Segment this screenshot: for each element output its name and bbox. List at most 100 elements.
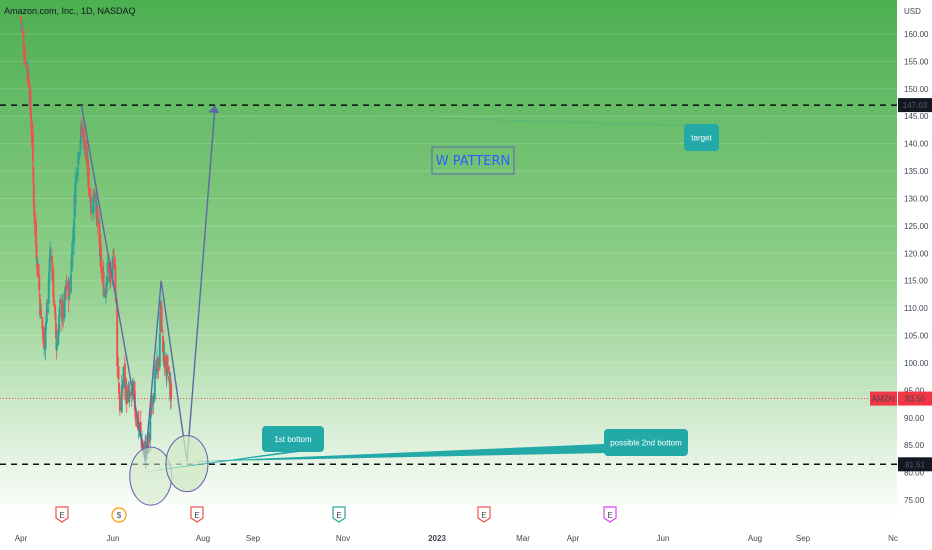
candle-body — [125, 386, 128, 405]
candle-body — [30, 113, 33, 122]
x-tick-label: Aug — [196, 534, 210, 543]
y-tick-label: 150.00 — [904, 85, 929, 94]
candle-body — [48, 257, 51, 273]
event-marker-letter: E — [59, 511, 64, 520]
candle-body — [78, 152, 81, 160]
y-tick-label: 75.00 — [904, 496, 925, 505]
first-bottom-callout-pointer — [142, 450, 315, 473]
candle-body — [65, 283, 68, 290]
event-marker-letter: E — [194, 511, 199, 520]
candle-body — [109, 272, 112, 279]
candle-body — [48, 271, 51, 283]
price-tag-text: 93.50 — [905, 395, 926, 404]
y-tick-label: 120.00 — [904, 249, 929, 258]
candle-body — [52, 293, 55, 302]
event-marker-letter: $ — [117, 511, 122, 520]
candle-body — [96, 211, 99, 225]
candle-body — [89, 196, 92, 214]
y-tick-label: 110.00 — [904, 304, 928, 313]
event-marker[interactable]: E — [477, 506, 491, 523]
candle-body — [41, 316, 44, 329]
candle-body — [149, 421, 152, 441]
plot-background — [0, 0, 897, 516]
candle-body — [142, 445, 145, 449]
candle-body — [104, 290, 107, 298]
candle-body — [139, 421, 142, 432]
event-marker[interactable]: $ — [111, 507, 127, 523]
candle-body — [88, 188, 91, 198]
candle-body — [57, 329, 60, 346]
candle-body — [19, 17, 22, 19]
candle-body — [33, 201, 36, 218]
candle-body — [102, 272, 105, 296]
event-marker-letter: E — [481, 511, 486, 520]
x-tick-label: Aug — [748, 534, 762, 543]
level-tag-text: 147.03 — [903, 101, 928, 110]
candle-body — [36, 263, 39, 278]
candle-body — [50, 255, 53, 263]
y-tick-label: 130.00 — [904, 194, 929, 203]
candle-body — [73, 218, 76, 243]
candle-body — [32, 184, 35, 206]
event-marker[interactable]: E — [190, 506, 204, 523]
y-tick-label: 160.00 — [904, 30, 929, 39]
x-tick-label: Sep — [246, 534, 261, 543]
candle-body — [130, 393, 133, 395]
level-tag-147.03 — [898, 98, 932, 113]
candle-body — [122, 379, 125, 388]
candle-body — [123, 363, 126, 389]
time-axis-background — [0, 516, 897, 550]
event-marker[interactable]: E — [332, 506, 346, 523]
first-bottom-callout-box — [262, 426, 324, 452]
target-arrowhead — [208, 105, 220, 114]
second-bottom-callout[interactable]: possible 2nd bottom — [191, 429, 688, 462]
currency-label: USD — [904, 7, 921, 16]
candle-body — [92, 193, 95, 213]
candle-body — [64, 286, 67, 295]
candle-body — [113, 257, 116, 269]
candle-body — [133, 381, 136, 392]
candle-body — [38, 293, 41, 299]
candle-body — [54, 304, 57, 315]
candle-body — [22, 29, 25, 39]
candle-body — [68, 286, 71, 293]
target-callout-pointer — [217, 111, 698, 126]
candle-body — [49, 252, 52, 254]
event-marker[interactable]: E — [603, 506, 617, 523]
candle-body — [108, 265, 111, 272]
candle-body — [76, 167, 79, 176]
y-tick-label: 135.00 — [904, 167, 929, 176]
candle-body — [135, 422, 138, 424]
candle-body — [143, 441, 146, 445]
candle-body — [54, 313, 57, 321]
candle-body — [42, 326, 45, 348]
candle-body — [30, 119, 33, 136]
w-pattern-line — [80, 105, 216, 462]
candle-body — [118, 395, 121, 411]
y-tick-label: 85.00 — [904, 441, 925, 450]
event-marker[interactable]: E — [55, 506, 69, 523]
candle-body — [128, 395, 131, 398]
candle-body — [27, 72, 30, 88]
y-tick-label: 125.00 — [904, 222, 929, 231]
candle-body — [63, 291, 66, 318]
candle-body — [25, 63, 28, 66]
candle-body — [153, 372, 156, 400]
candle-body — [55, 342, 58, 350]
target-callout[interactable]: target — [217, 111, 719, 151]
candle-body — [127, 390, 130, 392]
candle-body — [120, 384, 123, 413]
candle-body — [74, 182, 77, 206]
chart-title: Amazon.com, Inc., 1D, NASDAQ — [4, 6, 136, 16]
first-bottom-callout[interactable]: 1st bottom — [142, 426, 324, 473]
candle-body — [43, 348, 46, 350]
second-bottom-callout-pointer — [191, 443, 606, 462]
candle-body — [132, 383, 135, 386]
candle-body — [69, 274, 72, 293]
y-tick-label: 90.00 — [904, 414, 925, 423]
x-tick-label: Jun — [107, 534, 120, 543]
y-tick-label: 80.00 — [904, 469, 925, 478]
event-marker-shape — [603, 506, 617, 523]
